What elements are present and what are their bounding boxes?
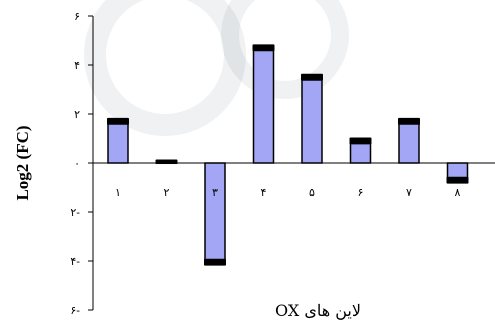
y-tick-label: ۲-: [70, 206, 80, 219]
watermark: [84, 0, 349, 136]
y-tick-label: ۶-: [70, 304, 80, 317]
x-tick-label: ۷: [406, 186, 412, 199]
x-tick-label: ۴: [261, 186, 267, 199]
error-bar: [398, 117, 420, 125]
bar: [398, 120, 420, 164]
x-tick-label: ۳: [212, 186, 218, 199]
error-bar: [349, 137, 372, 145]
error-bar: [204, 258, 226, 266]
y-tick-label: ۶: [74, 10, 80, 23]
x-tick-label: ۵: [309, 186, 315, 199]
bar: [252, 47, 275, 164]
y-tick-label: ۴: [74, 59, 80, 72]
bar: [204, 162, 226, 263]
y-tick-label: ۲: [74, 108, 80, 121]
error-bar: [252, 44, 275, 52]
error-bar: [155, 159, 178, 164]
x-tick-label: ۱: [115, 186, 121, 199]
bars: [107, 44, 469, 266]
bar: [107, 120, 129, 164]
x-tick-label: ۲: [164, 186, 170, 199]
y-tick-label: ۴-: [70, 255, 80, 268]
bar: [301, 76, 323, 164]
error-bar: [446, 176, 469, 184]
error-bar: [107, 117, 129, 125]
x-tick-labels: ۱۲۳۴۵۶۷۸۹: [115, 186, 461, 199]
y-axis-label: Log2 (FC): [13, 125, 32, 200]
y-tick-label: ۰: [74, 157, 80, 170]
error-bar: [301, 73, 323, 81]
x-tick-label: ۸: [455, 186, 461, 199]
x-tick-label: ۶: [358, 186, 364, 199]
x-axis-label: لاین های OX: [275, 301, 361, 320]
